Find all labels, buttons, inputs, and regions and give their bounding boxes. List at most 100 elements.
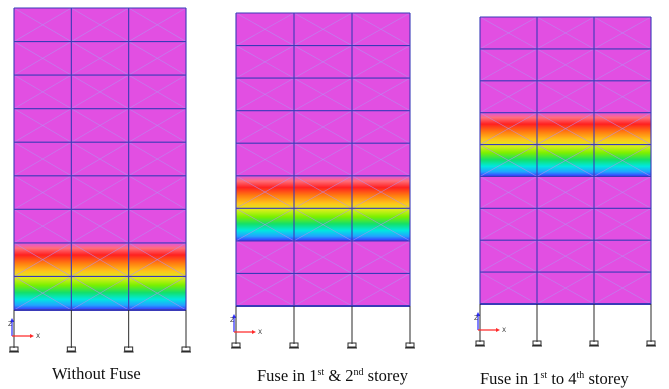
- brace-line: [128, 141, 187, 177]
- brace-line: [593, 48, 652, 82]
- caption-text-mid: & 2: [324, 366, 354, 385]
- caption-text-mid: to 4: [547, 369, 577, 388]
- brace-line: [71, 41, 129, 76]
- brace-line: [293, 77, 353, 111]
- support-base: [475, 340, 485, 346]
- brace-line: [479, 48, 538, 82]
- brace-line: [13, 74, 72, 109]
- x-axis-label: X: [502, 327, 506, 334]
- brace-line: [293, 175, 353, 209]
- support-base: [347, 342, 357, 348]
- brace-line: [293, 110, 353, 144]
- brace-line: [235, 142, 295, 177]
- caption-without-fuse: Without Fuse: [52, 364, 141, 384]
- brace-line: [71, 209, 129, 244]
- brace-line: [536, 144, 595, 177]
- brace-line: [71, 175, 129, 210]
- brace-line: [593, 176, 652, 209]
- z-axis-label: Z: [474, 315, 478, 322]
- z-axis-arrowhead: [476, 312, 480, 316]
- x-axis-arrowhead: [252, 330, 256, 334]
- brace-line: [479, 80, 538, 113]
- brace-line: [13, 209, 72, 244]
- caption-superscript-st: st: [540, 370, 548, 381]
- support-base: [9, 346, 19, 352]
- x-axis-arrowhead: [30, 334, 34, 338]
- brace-line: [128, 108, 187, 143]
- brace-line: [479, 208, 538, 241]
- brace-line: [536, 112, 595, 145]
- z-axis-label: Z: [8, 321, 12, 328]
- brace-line: [293, 273, 353, 307]
- brace-line: [71, 141, 129, 177]
- brace-line: [293, 12, 353, 46]
- brace-line: [293, 142, 353, 177]
- brace-line: [593, 271, 652, 305]
- caption-superscript-st: st: [317, 367, 325, 378]
- caption-fuse-1st-to-4th-storey: Fuse in 1st to 4th storey: [480, 369, 629, 389]
- brace-line: [293, 240, 353, 274]
- support-base: [589, 340, 599, 346]
- brace-line: [536, 176, 595, 209]
- caption-text-pre: Fuse in 1: [480, 369, 541, 388]
- brace-line: [235, 110, 295, 144]
- brace-line: [479, 271, 538, 305]
- brace-line: [235, 45, 295, 79]
- brace-line: [351, 240, 411, 274]
- brace-line: [128, 7, 187, 42]
- brace-line: [479, 239, 538, 273]
- support-base: [66, 346, 76, 352]
- brace-line: [293, 45, 353, 79]
- brace-line: [593, 239, 652, 273]
- brace-line: [593, 144, 652, 177]
- brace-line: [71, 276, 129, 311]
- brace-line: [13, 7, 72, 42]
- z-axis-label: Z: [230, 317, 234, 324]
- brace-line: [71, 74, 129, 109]
- frame-panel-fuse-1-4-storey: ZX: [474, 16, 656, 347]
- z-axis-arrowhead: [10, 318, 14, 322]
- brace-line: [593, 80, 652, 113]
- frame-panel-fuse-1-2-storey: ZX: [230, 12, 415, 349]
- brace-line: [128, 209, 187, 244]
- brace-line: [235, 175, 295, 209]
- brace-line: [593, 208, 652, 241]
- brace-line: [13, 141, 72, 177]
- brace-line: [128, 175, 187, 210]
- brace-line: [536, 239, 595, 273]
- brace-line: [351, 45, 411, 79]
- brace-line: [536, 208, 595, 241]
- brace-line: [351, 175, 411, 209]
- brace-line: [235, 77, 295, 111]
- caption-text-post: storey: [363, 366, 408, 385]
- brace-line: [593, 112, 652, 145]
- brace-line: [536, 16, 595, 50]
- brace-line: [351, 110, 411, 144]
- caption-text-pre: Fuse in 1: [257, 366, 318, 385]
- brace-line: [235, 12, 295, 46]
- brace-line: [128, 74, 187, 109]
- brace-line: [13, 276, 72, 311]
- support-base: [181, 346, 191, 352]
- x-axis-arrowhead: [496, 328, 500, 332]
- brace-line: [128, 242, 187, 277]
- caption-text-post: storey: [584, 369, 629, 388]
- z-axis-arrowhead: [232, 314, 236, 318]
- support-base: [231, 342, 241, 348]
- brace-line: [351, 208, 411, 242]
- support-base: [405, 342, 415, 348]
- brace-line: [479, 144, 538, 177]
- brace-line: [235, 273, 295, 307]
- caption-superscript-th: th: [576, 370, 585, 381]
- brace-line: [536, 271, 595, 305]
- brace-line: [71, 242, 129, 277]
- x-axis-label: X: [36, 333, 40, 340]
- brace-line: [536, 48, 595, 82]
- brace-line: [71, 7, 129, 42]
- support-base: [646, 340, 656, 346]
- brace-line: [593, 16, 652, 50]
- support-base: [289, 342, 299, 348]
- brace-line: [351, 273, 411, 307]
- brace-line: [71, 108, 129, 143]
